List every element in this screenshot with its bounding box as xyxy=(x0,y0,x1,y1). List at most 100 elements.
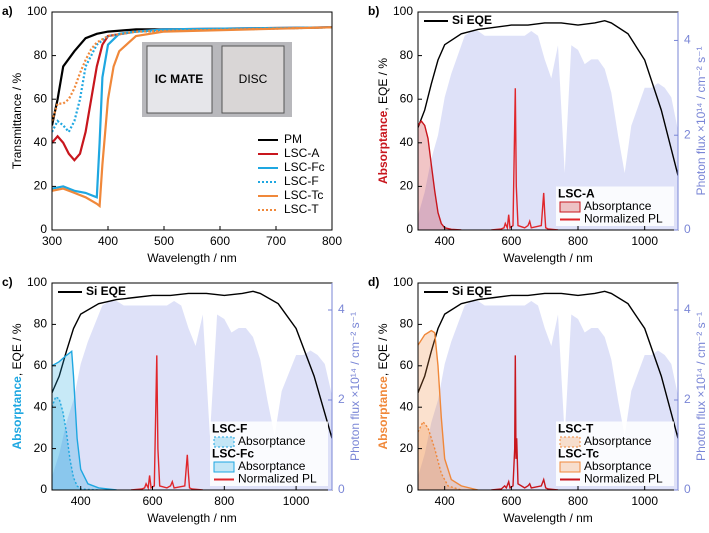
y-tick-label: 40 xyxy=(34,135,48,149)
line xyxy=(52,26,332,209)
y-axis-label-highlight: Absorptance xyxy=(376,110,390,184)
legend-label: LSC-F xyxy=(284,174,319,188)
line xyxy=(130,355,203,490)
x-tick-label: 400 xyxy=(435,494,455,508)
line xyxy=(52,395,99,490)
y-tick-label: 60 xyxy=(34,91,48,105)
y-tick-label: 0 xyxy=(406,222,413,236)
legend-label: PM xyxy=(284,132,302,146)
x-tick-label: 600 xyxy=(142,494,162,508)
line xyxy=(418,420,462,490)
y-axis-label-highlight: Absorptance xyxy=(376,376,390,450)
y-tick-label: 20 xyxy=(34,441,48,455)
legend-swatch xyxy=(559,436,581,448)
y-tick-label: 60 xyxy=(34,358,48,372)
legend-label: Normalized PL xyxy=(584,212,663,226)
x-axis-label: Wavelength / nm xyxy=(503,511,593,525)
inset-sample xyxy=(221,45,285,114)
y-tick-label: 80 xyxy=(34,48,48,62)
y-tick-label: 80 xyxy=(400,317,414,331)
area xyxy=(418,31,678,230)
x-tick-label: 800 xyxy=(322,234,342,248)
legend-group-title: LSC-F xyxy=(212,422,247,436)
x-tick-label: 400 xyxy=(71,494,91,508)
panel-label: d) xyxy=(368,275,379,289)
inset-label: IC MATE xyxy=(155,72,203,86)
legend-group-title: LSC-Tc xyxy=(558,447,599,461)
y2-tick-label: 0 xyxy=(338,482,345,496)
legend-label: Normalized PL xyxy=(584,472,663,486)
legend-swatch xyxy=(213,436,235,448)
y-tick-label: 20 xyxy=(400,441,414,455)
y-axis-label: Absorptance, EQE / % xyxy=(376,323,390,449)
y-tick-label: 100 xyxy=(27,275,47,289)
legend-swatch xyxy=(213,461,235,473)
y-tick-label: 40 xyxy=(400,399,414,413)
y-tick-label: 40 xyxy=(400,135,414,149)
line xyxy=(52,26,332,199)
x-tick-label: 800 xyxy=(568,494,588,508)
area xyxy=(418,330,478,490)
y-axis-label: Absorptance, EQE / % xyxy=(10,323,24,449)
y-tick-label: 60 xyxy=(400,358,414,372)
y2-tick-label: 4 xyxy=(338,302,345,316)
y-axis-label-text: , EQE / % xyxy=(376,323,390,376)
x-tick-label: 400 xyxy=(98,234,118,248)
y-tick-label: 20 xyxy=(34,179,48,193)
legend-label: Normalized PL xyxy=(238,472,317,486)
y-tick-label: 0 xyxy=(40,222,47,236)
line xyxy=(491,88,559,230)
legend-swatch xyxy=(559,201,581,213)
legend-label: Absorptance xyxy=(584,434,652,448)
legend-label: Si EQE xyxy=(452,13,492,27)
y2-tick-label: 2 xyxy=(684,392,691,406)
plot-area xyxy=(52,26,332,209)
x-tick-label: 1000 xyxy=(283,494,310,508)
legend-box xyxy=(210,421,328,486)
x-tick-label: 1000 xyxy=(631,494,658,508)
x-axis-label: Wavelength / nm xyxy=(147,511,237,525)
x-tick-label: 700 xyxy=(266,234,286,248)
legend-label: LSC-Fc xyxy=(284,160,325,174)
legend-label: LSC-T xyxy=(284,202,319,216)
y2-axis-label: Photon flux ×10¹⁴ / cm⁻² s⁻¹ xyxy=(348,312,362,461)
y-axis-label: Transmittance / % xyxy=(10,73,24,170)
legend-label: Absorptance xyxy=(584,459,652,473)
line xyxy=(52,290,332,439)
x-tick-label: 600 xyxy=(501,494,521,508)
inset-sample xyxy=(146,45,213,114)
x-tick-label: 500 xyxy=(154,234,174,248)
x-axis-label: Wavelength / nm xyxy=(503,251,593,265)
panel-label: a) xyxy=(2,4,13,18)
y2-axis-label: Photon flux ×10¹⁴ / cm⁻² s⁻¹ xyxy=(694,47,708,196)
legend-box xyxy=(556,421,674,486)
x-tick-label: 400 xyxy=(435,234,455,248)
x-tick-label: 300 xyxy=(42,234,62,248)
x-axis-label: Wavelength / nm xyxy=(147,251,237,265)
legend-label: LSC-A xyxy=(284,146,319,160)
legend-label: LSC-Tc xyxy=(284,188,323,202)
area xyxy=(418,421,462,490)
y-tick-label: 100 xyxy=(393,4,413,18)
y2-tick-label: 2 xyxy=(338,392,345,406)
x-tick-label: 1000 xyxy=(631,234,658,248)
line xyxy=(491,355,559,490)
legend-swatch xyxy=(559,461,581,473)
y2-axis-label: Photon flux ×10¹⁴ / cm⁻² s⁻¹ xyxy=(694,312,708,461)
y-tick-label: 80 xyxy=(400,48,414,62)
y2-tick-label: 0 xyxy=(684,222,691,236)
y-tick-label: 0 xyxy=(40,482,47,496)
inset-label: DISC xyxy=(239,72,268,86)
legend-label: Absorptance xyxy=(238,434,306,448)
x-tick-label: 600 xyxy=(210,234,230,248)
line xyxy=(52,26,332,122)
line xyxy=(418,329,479,490)
y-tick-label: 80 xyxy=(34,317,48,331)
legend-label: Absorptance xyxy=(584,199,652,213)
line xyxy=(418,119,462,230)
y-tick-label: 100 xyxy=(27,4,47,18)
legend-group-title: LSC-T xyxy=(558,422,594,436)
line xyxy=(418,19,678,176)
y-axis-label-highlight: Absorptance xyxy=(10,376,24,450)
y-axis-label: Absorptance, EQE / % xyxy=(376,58,390,184)
